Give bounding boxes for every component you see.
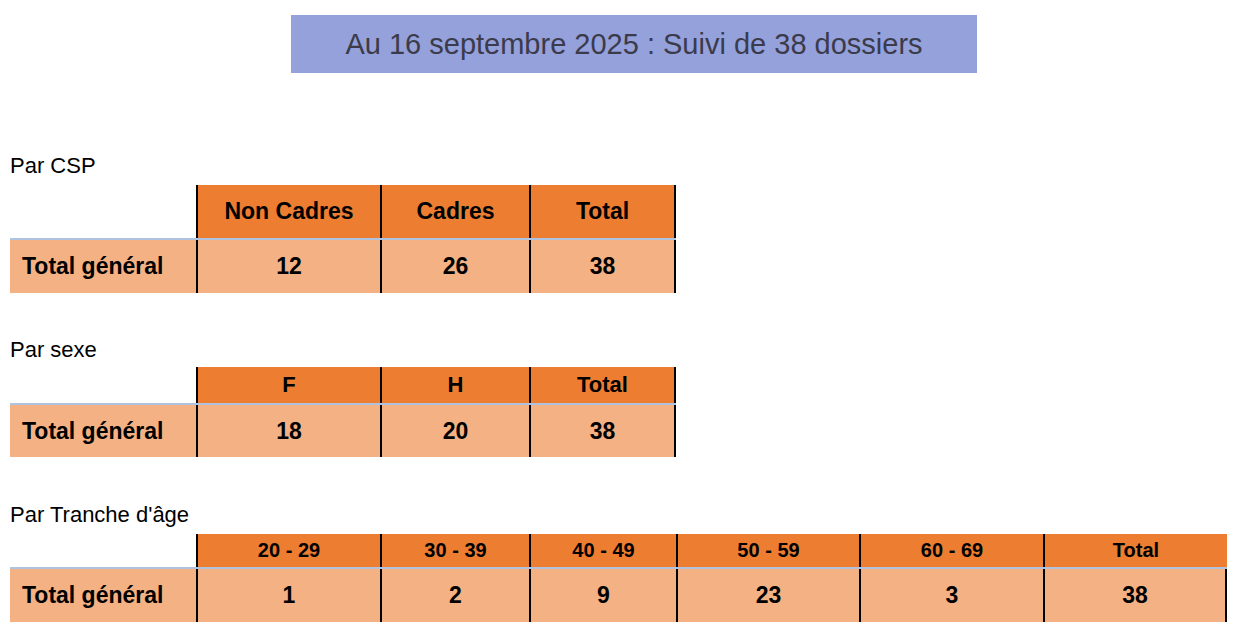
value-cell: 38 xyxy=(1043,569,1227,622)
table-sexe: F H Total Total général 18 20 38 xyxy=(10,367,676,457)
table-age-header-row: 20 - 29 30 - 39 40 - 49 50 - 59 60 - 69 … xyxy=(10,534,1227,567)
column-header: F xyxy=(196,367,380,403)
section-label-sexe: Par sexe xyxy=(10,336,97,364)
table-csp: Non Cadres Cadres Total Total général 12… xyxy=(10,185,676,293)
column-header: H xyxy=(380,367,529,403)
table-csp-header-row: Non Cadres Cadres Total xyxy=(10,185,676,238)
value-cell: 18 xyxy=(196,405,380,457)
column-header: Non Cadres xyxy=(196,185,380,238)
column-header: 40 - 49 xyxy=(529,534,676,567)
column-header: Cadres xyxy=(380,185,529,238)
value-cell: 20 xyxy=(380,405,529,457)
value-cell: 38 xyxy=(529,405,676,457)
table-csp-data-row: Total général 12 26 38 xyxy=(10,238,676,293)
column-header: Total xyxy=(1043,534,1227,567)
column-header: 30 - 39 xyxy=(380,534,529,567)
table-age-data-row: Total général 1 2 9 23 3 38 xyxy=(10,567,1227,622)
section-label-age: Par Tranche d'âge xyxy=(10,501,189,529)
header-spacer xyxy=(10,534,196,567)
header-spacer xyxy=(10,185,196,238)
header-spacer xyxy=(10,367,196,403)
title-text: Au 16 septembre 2025 : Suivi de 38 dossi… xyxy=(345,28,922,61)
row-label: Total général xyxy=(10,569,196,622)
column-header: 20 - 29 xyxy=(196,534,380,567)
table-age: 20 - 29 30 - 39 40 - 49 50 - 59 60 - 69 … xyxy=(10,534,1227,622)
value-cell: 23 xyxy=(676,569,859,622)
row-label: Total général xyxy=(10,240,196,293)
title-banner: Au 16 septembre 2025 : Suivi de 38 dossi… xyxy=(291,15,977,73)
column-header: 50 - 59 xyxy=(676,534,859,567)
value-cell: 12 xyxy=(196,240,380,293)
slide-canvas: { "banner": { "text": "Au 16 septembre 2… xyxy=(0,0,1242,634)
column-header: Total xyxy=(529,367,676,403)
value-cell: 2 xyxy=(380,569,529,622)
table-sexe-data-row: Total général 18 20 38 xyxy=(10,403,676,457)
value-cell: 9 xyxy=(529,569,676,622)
row-label: Total général xyxy=(10,405,196,457)
table-sexe-header-row: F H Total xyxy=(10,367,676,403)
value-cell: 38 xyxy=(529,240,676,293)
section-label-csp: Par CSP xyxy=(10,152,96,180)
value-cell: 1 xyxy=(196,569,380,622)
column-header: Total xyxy=(529,185,676,238)
value-cell: 3 xyxy=(859,569,1043,622)
column-header: 60 - 69 xyxy=(859,534,1043,567)
value-cell: 26 xyxy=(380,240,529,293)
